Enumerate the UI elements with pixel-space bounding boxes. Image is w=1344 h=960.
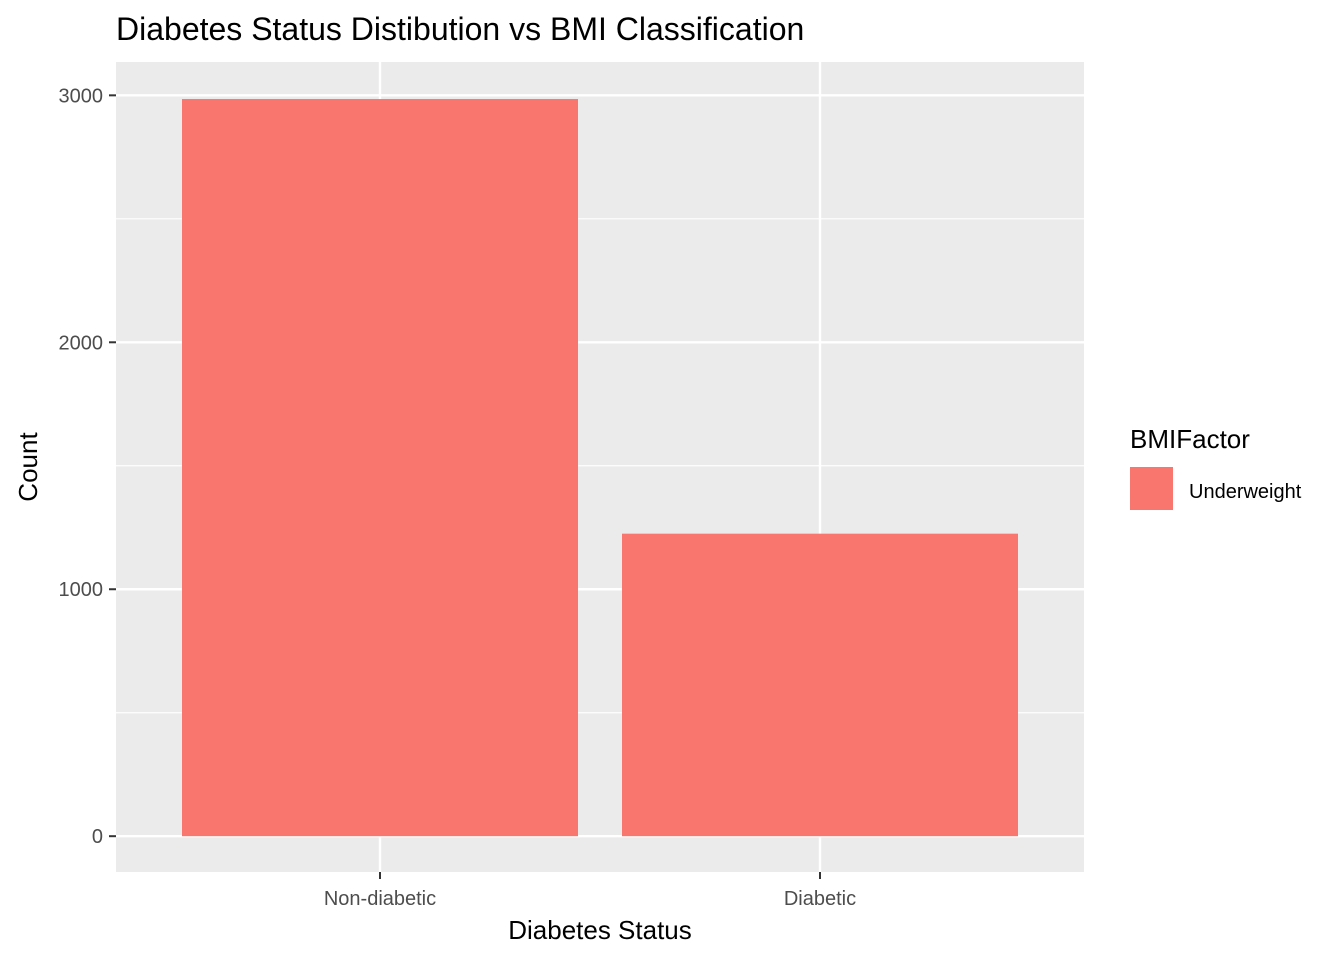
y-tick-label: 1000 (59, 579, 104, 601)
chart-title: Diabetes Status Distibution vs BMI Class… (116, 11, 804, 47)
y-tick-label: 3000 (59, 85, 104, 107)
x-axis: Non-diabetic Diabetic (324, 872, 856, 910)
y-axis: 0 1000 2000 3000 (59, 85, 116, 848)
legend-title: BMIFactor (1130, 424, 1250, 454)
y-axis-title: Count (13, 432, 43, 502)
legend-label-underweight: Underweight (1189, 481, 1302, 503)
x-tick-label: Non-diabetic (324, 888, 436, 910)
bar-non-diabetic (182, 99, 578, 837)
y-tick-label: 0 (92, 826, 103, 848)
bars (182, 99, 1018, 837)
x-axis-title: Diabetes Status (508, 915, 692, 945)
legend-key-underweight (1130, 467, 1173, 510)
y-tick-label: 2000 (59, 332, 104, 354)
bar-diabetic (622, 533, 1018, 837)
x-tick-label: Diabetic (784, 888, 856, 910)
legend: BMIFactor Underweight (1130, 424, 1302, 510)
